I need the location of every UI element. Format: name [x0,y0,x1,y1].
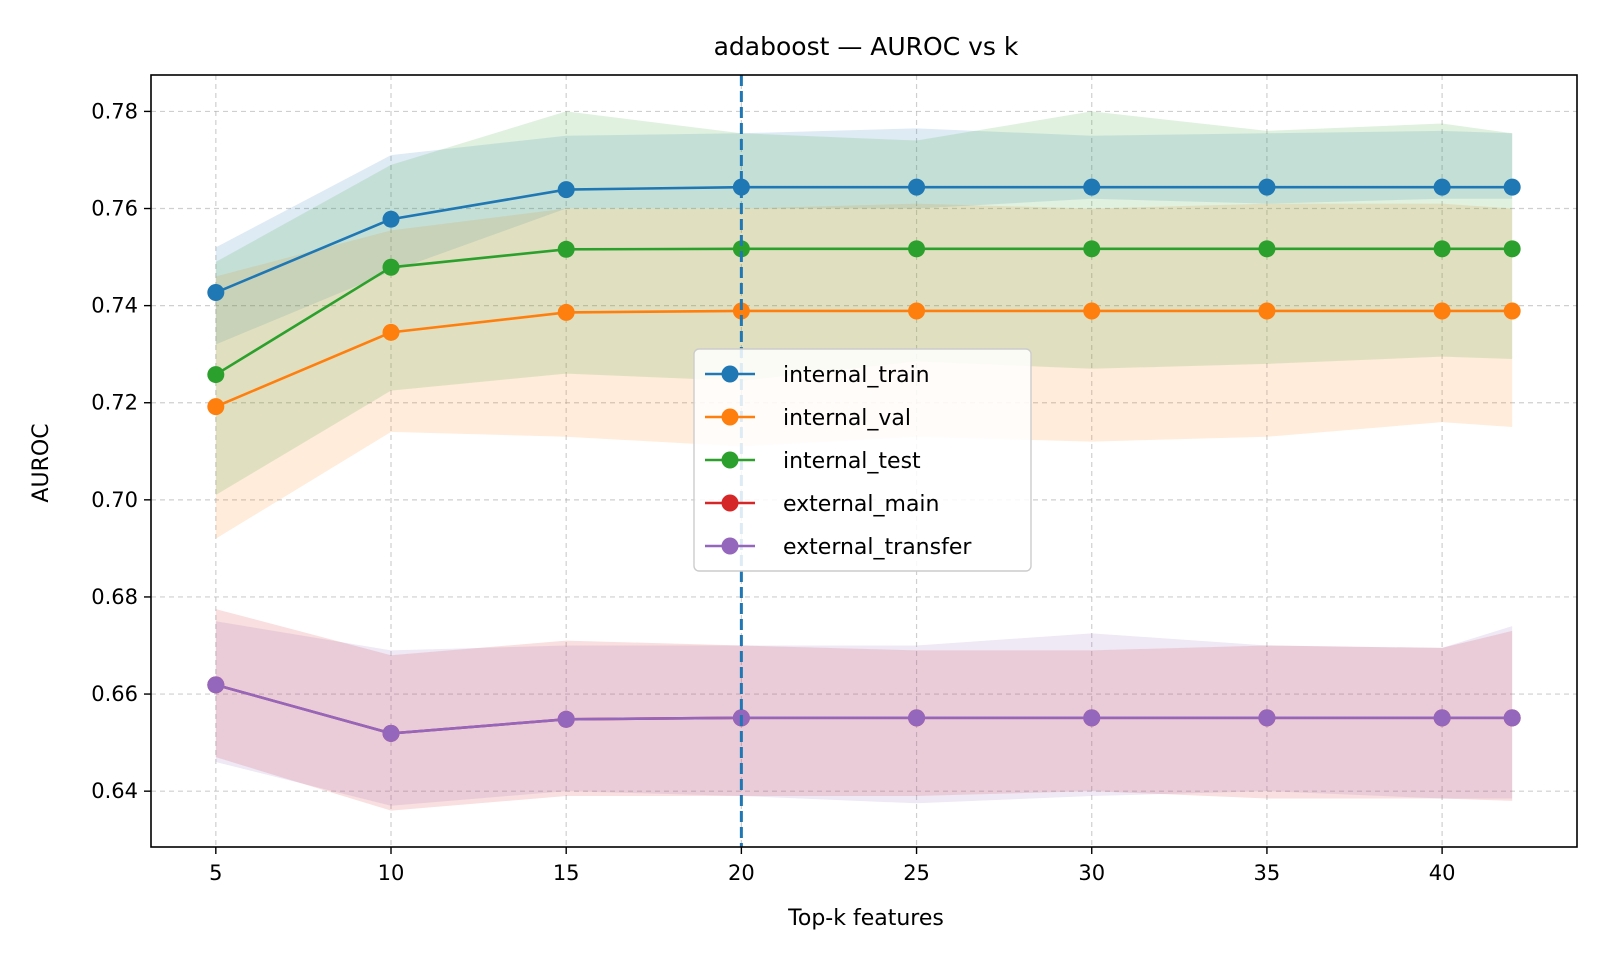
x-tick-label: 40 [1429,861,1456,885]
point-internal_val [382,323,400,341]
point-internal_test [908,240,926,258]
x-tick-label: 30 [1078,861,1105,885]
legend-marker-internal_val [721,408,739,426]
point-internal_train [1083,178,1101,196]
x-tick-label: 15 [553,861,580,885]
point-external_transfer [1258,709,1276,727]
confidence-bands [215,111,1513,811]
point-internal_val [1258,302,1276,320]
x-tick-label: 5 [209,861,222,885]
x-axis-label: Top-k features [787,906,944,931]
point-internal_test [557,240,575,258]
legend-label-internal_val: internal_val [783,406,911,431]
band-external_transfer [215,621,1513,806]
point-internal_val [1083,302,1101,320]
point-internal_test [1503,240,1521,258]
legend-label-external_main: external_main [783,492,940,517]
legend-marker-internal_test [721,451,739,469]
x-tick-label: 10 [378,861,405,885]
point-internal_test [1433,240,1451,258]
axis-ticks: 5 10 15 20 25 30 35 40 0.64 0.66 0.68 0.70 0.72 0.74 0… [91,99,1455,885]
point-external_transfer [557,710,575,728]
x-tick-label: 20 [728,861,755,885]
chart-title: adaboost — AUROC vs k [714,32,1019,61]
y-tick-label: 0.76 [91,197,138,221]
point-internal_train [207,284,225,302]
point-external_transfer [908,709,926,727]
y-tick-label: 0.70 [91,488,138,512]
point-internal_val [908,302,926,320]
point-internal_val [1503,302,1521,320]
point-internal_test [1083,240,1101,258]
y-tick-label: 0.78 [91,99,138,123]
legend-marker-external_main [721,494,739,512]
point-external_transfer [1083,709,1101,727]
point-internal_train [557,181,575,199]
legend: internal_train internal_val internal_teste… [693,348,1032,572]
y-axis-label: AUROC [29,423,54,502]
point-internal_val [557,303,575,321]
point-internal_test [1258,240,1276,258]
point-external_transfer [207,676,225,694]
point-external_transfer [1503,709,1521,727]
legend-label-external_transfer: external_transfer [783,535,972,560]
point-external_transfer [1433,709,1451,727]
point-internal_val [207,398,225,416]
point-internal_val [1433,302,1451,320]
axes-frame [150,74,1578,848]
legend-label-internal_test: internal_test [783,449,921,474]
point-internal_val [732,302,750,320]
legend-marker-internal_train [721,365,739,383]
y-tick-label: 0.68 [91,585,138,609]
point-internal_train [382,210,400,228]
point-internal_train [1258,178,1276,196]
y-tick-label: 0.64 [91,779,138,803]
point-internal_train [908,178,926,196]
point-external_transfer [382,724,400,742]
point-internal_train [1433,178,1451,196]
legend-box [693,348,1032,572]
x-tick-label: 35 [1254,861,1281,885]
band-internal_train [215,128,1513,345]
point-internal_train [1503,178,1521,196]
point-internal_test [732,240,750,258]
point-internal_test [382,258,400,276]
legend-label-internal_train: internal_train [783,363,930,388]
band-internal_test [215,111,1513,495]
x-tick-label: 25 [903,861,930,885]
series-lines [207,178,1521,742]
legend-marker-external_transfer [721,537,739,555]
y-tick-label: 0.72 [91,391,138,415]
y-tick-label: 0.66 [91,682,138,706]
point-internal_test [207,366,225,384]
y-tick-label: 0.74 [91,294,138,318]
band-external_main [215,609,1513,811]
